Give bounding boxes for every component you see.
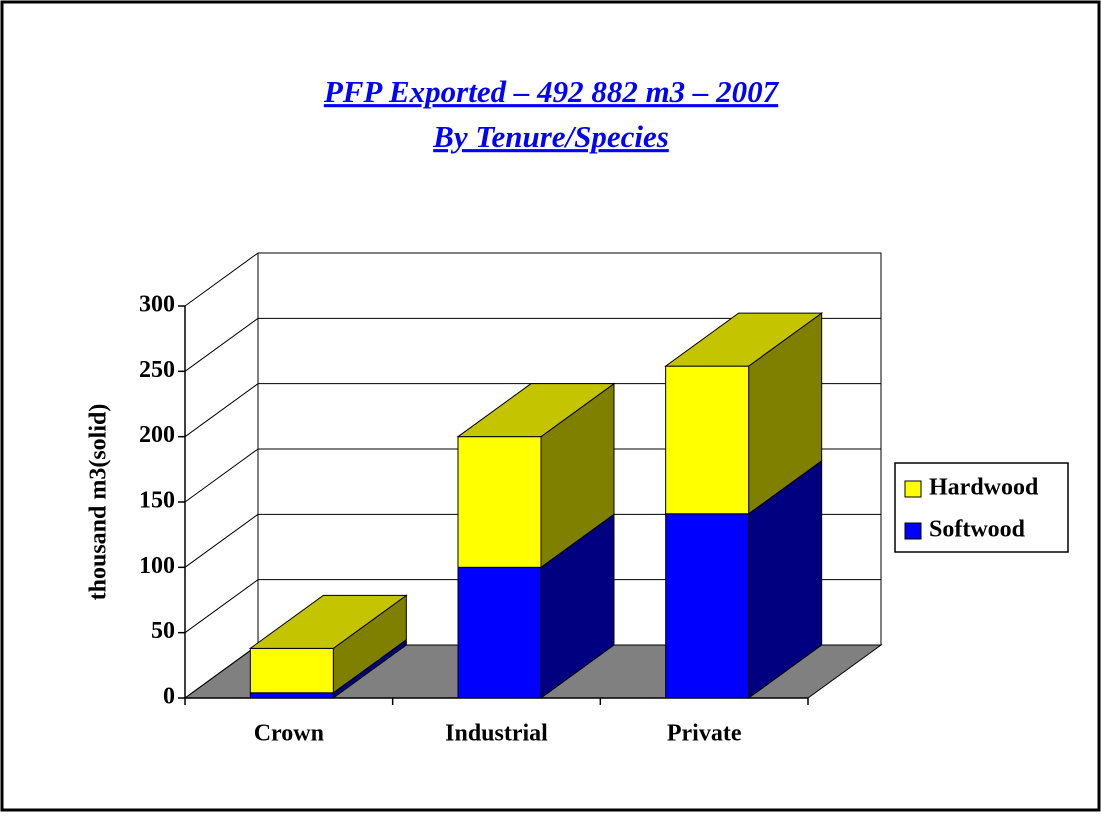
bar (457, 566, 542, 699)
x-tick-label: Private (667, 721, 742, 747)
y-tick-label: 100 (139, 553, 175, 579)
legend-box (894, 462, 1069, 553)
grid-line-side (184, 448, 259, 503)
bar (249, 692, 334, 699)
y-tick-label: 150 (139, 488, 175, 514)
legend-swatch (904, 522, 922, 540)
bar (665, 513, 750, 699)
bar (249, 647, 334, 694)
plot: 0 50 100 150 200 250 300 Crown Industrial Private (139, 252, 883, 747)
grid-line-side (184, 383, 259, 438)
legend-label: Hardwood (929, 475, 1039, 501)
bar-top (248, 594, 408, 649)
x-tick-label: Crown (254, 721, 324, 747)
bar (665, 365, 750, 515)
y-axis-label: thousand m3(solid) (86, 404, 112, 601)
y-tick-label: 0 (163, 684, 175, 710)
grid-line-side (184, 644, 259, 699)
legend: Hardwood Softwood (894, 462, 1069, 553)
grid-line-side (184, 513, 259, 568)
grid-line-side (184, 317, 259, 372)
y-tick-label: 50 (151, 618, 175, 644)
grid-line-side (184, 579, 259, 634)
y-tick-label: 300 (139, 292, 175, 318)
legend-swatch (904, 480, 922, 498)
legend-label: Softwood (929, 517, 1026, 543)
x-tick-label: Industrial (445, 721, 548, 747)
chart-title: PFP Exported – 492 882 m3 – 2007 (323, 74, 780, 109)
y-tick-label: 200 (139, 422, 175, 448)
grid-line-side (184, 252, 259, 307)
chart-subtitle: By Tenure/Species (432, 119, 669, 154)
bar-top (664, 312, 824, 367)
y-tick-label: 250 (139, 357, 175, 383)
bar (457, 436, 542, 568)
bar-top (456, 383, 616, 438)
